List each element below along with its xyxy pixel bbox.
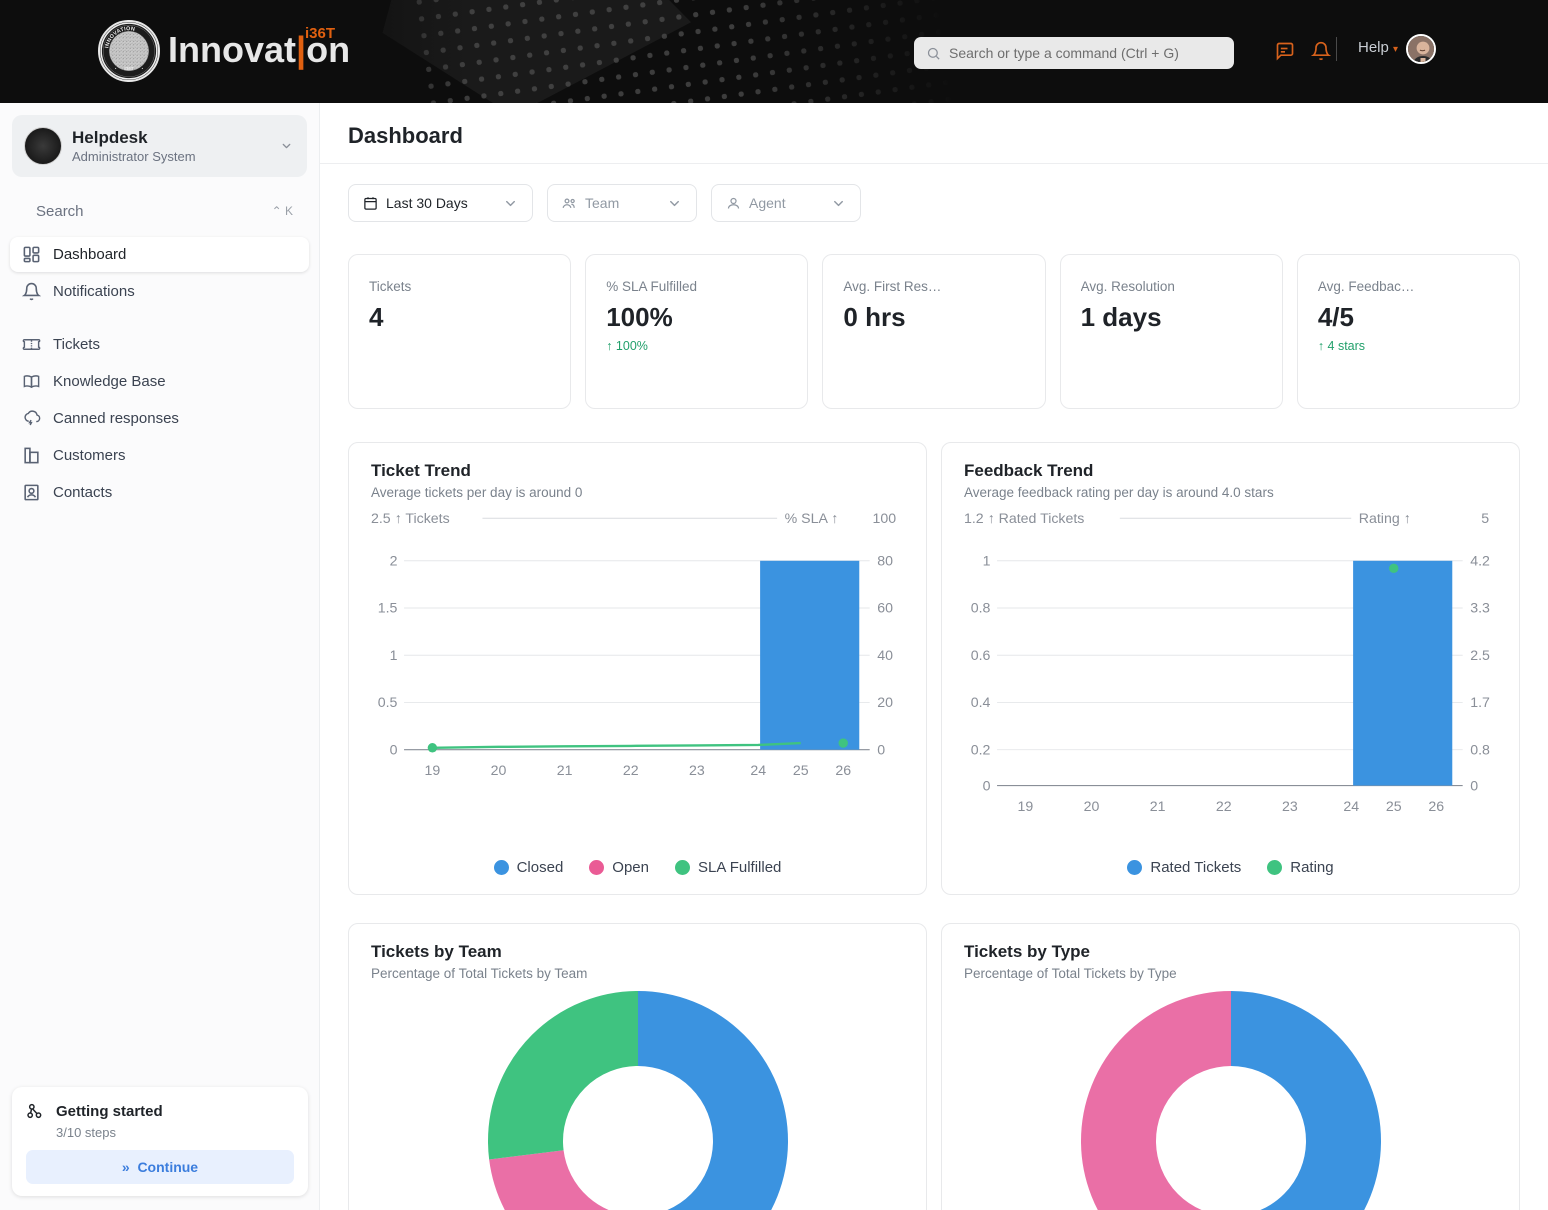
svg-text:20: 20 xyxy=(491,763,507,779)
svg-text:0: 0 xyxy=(983,778,991,794)
svg-text:0: 0 xyxy=(1470,778,1478,794)
svg-text:0.5: 0.5 xyxy=(378,695,398,711)
svg-text:4.2: 4.2 xyxy=(1470,554,1490,570)
svg-text:0: 0 xyxy=(390,742,398,758)
svg-text:1: 1 xyxy=(983,554,991,570)
svg-text:3.3: 3.3 xyxy=(1470,601,1490,617)
svg-text:80: 80 xyxy=(877,554,893,570)
svg-text:100: 100 xyxy=(872,511,896,527)
svg-text:0.8: 0.8 xyxy=(1470,742,1490,758)
svg-text:0.2: 0.2 xyxy=(971,742,991,758)
svg-text:22: 22 xyxy=(623,763,639,779)
svg-text:2.5: 2.5 xyxy=(1470,648,1490,664)
svg-text:60: 60 xyxy=(877,601,893,617)
svg-text:24: 24 xyxy=(1343,799,1359,815)
svg-text:0.8: 0.8 xyxy=(971,601,991,617)
svg-text:I36T: I36T xyxy=(124,66,133,71)
svg-text:1.7: 1.7 xyxy=(1470,695,1490,711)
svg-text:26: 26 xyxy=(835,763,851,779)
svg-text:1.2 ↑ Rated Tickets: 1.2 ↑ Rated Tickets xyxy=(964,511,1084,527)
svg-text:23: 23 xyxy=(1282,799,1298,815)
svg-text:20: 20 xyxy=(877,695,893,711)
svg-text:1: 1 xyxy=(390,648,398,664)
svg-text:19: 19 xyxy=(1018,799,1034,815)
svg-text:21: 21 xyxy=(1150,799,1166,815)
svg-text:0.6: 0.6 xyxy=(971,648,991,664)
svg-text:26: 26 xyxy=(1428,799,1444,815)
svg-text:40: 40 xyxy=(877,648,893,664)
svg-text:0.4: 0.4 xyxy=(971,695,991,711)
svg-text:Rating ↑: Rating ↑ xyxy=(1359,511,1411,527)
svg-text:2: 2 xyxy=(390,554,398,570)
svg-text:22: 22 xyxy=(1216,799,1232,815)
svg-text:19: 19 xyxy=(425,763,441,779)
svg-text:20: 20 xyxy=(1084,799,1100,815)
svg-text:0: 0 xyxy=(877,742,885,758)
svg-text:1.5: 1.5 xyxy=(378,601,398,617)
svg-text:21: 21 xyxy=(557,763,573,779)
svg-text:5: 5 xyxy=(1481,511,1489,527)
svg-text:25: 25 xyxy=(1386,799,1402,815)
svg-text:23: 23 xyxy=(689,763,705,779)
svg-text:25: 25 xyxy=(793,763,809,779)
svg-text:24: 24 xyxy=(750,763,766,779)
svg-text:% SLA ↑: % SLA ↑ xyxy=(785,511,839,527)
svg-text:2.5 ↑ Tickets: 2.5 ↑ Tickets xyxy=(371,511,450,527)
